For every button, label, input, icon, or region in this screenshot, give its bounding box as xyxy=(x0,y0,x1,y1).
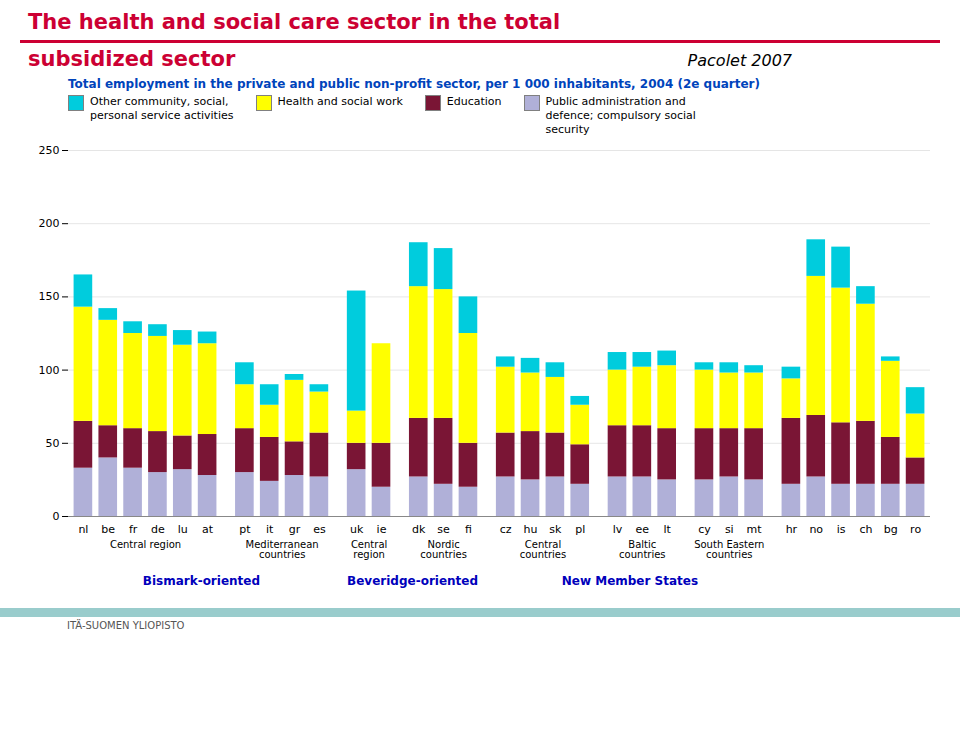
html-text:Total employment in the privat: Total employment in the private and publ… xyxy=(68,77,760,91)
svg-text:ch: ch xyxy=(859,524,872,537)
svg-text:Nordiccountries: Nordiccountries xyxy=(420,539,466,560)
svg-text:New Member States: New Member States xyxy=(562,574,698,588)
html-text:The health and social care sec: The health and social care sector in the… xyxy=(28,10,561,34)
svg-text:pt: pt xyxy=(239,524,251,537)
svg-text:de: de xyxy=(151,524,165,537)
svg-text:bg: bg xyxy=(884,524,898,537)
html-text:Public administration and defe: Public administration and defence; compu… xyxy=(545,95,696,136)
svg-text:cy: cy xyxy=(698,524,711,537)
svg-text:200: 200 xyxy=(39,217,60,230)
svg-text:cz: cz xyxy=(500,524,512,537)
svg-text:sk: sk xyxy=(549,524,562,537)
svg-text:si: si xyxy=(725,524,734,537)
html-text:ITÄ-SUOMEN YLIOPISTO: ITÄ-SUOMEN YLIOPISTO xyxy=(67,620,185,632)
svg-text:nl: nl xyxy=(78,524,88,537)
svg-text:Central region: Central region xyxy=(110,539,181,550)
svg-text:is: is xyxy=(837,524,846,537)
svg-text:150: 150 xyxy=(39,291,60,304)
svg-text:at: at xyxy=(202,524,214,537)
svg-text:no: no xyxy=(809,524,823,537)
svg-text:Beveridge-oriented: Beveridge-oriented xyxy=(347,574,478,588)
html-text:Health and social work: Health and social work xyxy=(277,95,403,108)
svg-text:lu: lu xyxy=(178,524,188,537)
html-text:Other community, social, perso: Other community, social, personal servic… xyxy=(90,95,234,122)
svg-text:pl: pl xyxy=(575,524,585,537)
svg-text:fi: fi xyxy=(465,524,472,537)
html-text:Pacolet 2007: Pacolet 2007 xyxy=(687,51,792,70)
svg-text:ro: ro xyxy=(910,524,921,537)
svg-text:lv: lv xyxy=(613,524,623,537)
svg-text:fr: fr xyxy=(129,524,138,537)
svg-text:se: se xyxy=(437,524,450,537)
svg-text:ee: ee xyxy=(636,524,650,537)
svg-text:es: es xyxy=(313,524,326,537)
svg-text:hu: hu xyxy=(524,524,538,537)
svg-text:ie: ie xyxy=(377,524,387,537)
svg-text:dk: dk xyxy=(412,524,426,537)
svg-text:Mediterraneancountries: Mediterraneancountries xyxy=(246,539,319,560)
html-text:subsidized sector: subsidized sector xyxy=(28,47,236,71)
svg-text:mt: mt xyxy=(747,524,763,537)
svg-text:gr: gr xyxy=(289,524,301,537)
svg-text:Centralregion: Centralregion xyxy=(351,539,387,560)
svg-text:0: 0 xyxy=(53,510,60,523)
svg-text:hr: hr xyxy=(786,524,798,537)
svg-text:50: 50 xyxy=(46,437,60,450)
svg-text:uk: uk xyxy=(350,524,364,537)
svg-text:250: 250 xyxy=(39,144,60,157)
svg-text:it: it xyxy=(266,524,274,537)
svg-text:lt: lt xyxy=(663,524,671,537)
svg-text:be: be xyxy=(101,524,115,537)
svg-text:Balticcountries: Balticcountries xyxy=(619,539,665,560)
svg-text:Bismark-oriented: Bismark-oriented xyxy=(143,574,260,588)
svg-text:Centralcountries: Centralcountries xyxy=(520,539,566,560)
svg-text:South Easterncountries: South Easterncountries xyxy=(694,539,764,560)
svg-text:100: 100 xyxy=(39,364,60,377)
html-text:Education: Education xyxy=(446,95,502,108)
